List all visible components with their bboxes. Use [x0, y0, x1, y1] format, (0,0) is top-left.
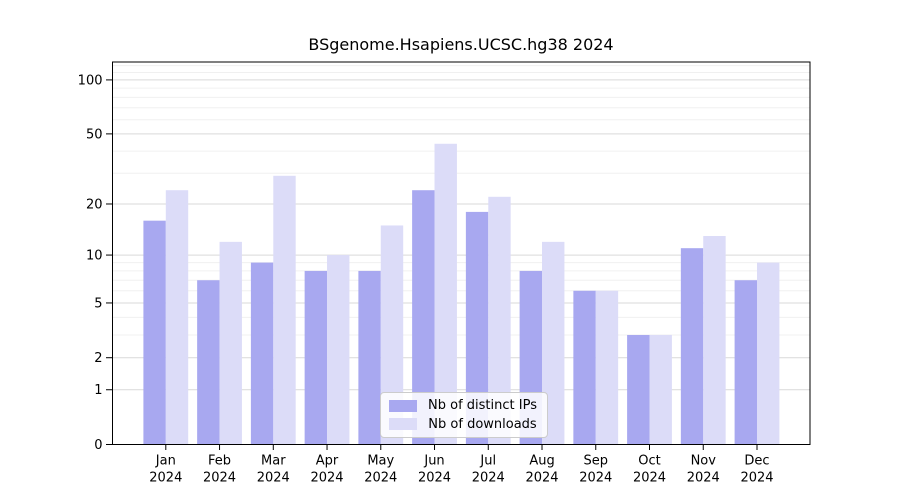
svg-text:2024: 2024: [525, 471, 558, 486]
svg-text:Apr: Apr: [316, 454, 339, 469]
svg-text:2024: 2024: [633, 471, 666, 486]
svg-text:10: 10: [86, 249, 103, 264]
svg-text:Oct: Oct: [638, 454, 660, 469]
svg-text:2024: 2024: [579, 471, 612, 486]
svg-text:2024: 2024: [740, 471, 773, 486]
svg-text:Aug: Aug: [529, 454, 554, 469]
legend-swatch-distinct-ips: [389, 399, 417, 412]
svg-text:Dec: Dec: [744, 454, 769, 469]
svg-text:Mar: Mar: [261, 454, 286, 469]
svg-text:50: 50: [86, 127, 103, 142]
svg-text:2024: 2024: [472, 471, 505, 486]
svg-text:20: 20: [86, 197, 103, 212]
svg-text:Jan: Jan: [155, 454, 176, 469]
legend-label-downloads: Nb of downloads: [428, 416, 537, 432]
svg-text:Jun: Jun: [423, 454, 444, 469]
legend-swatch-downloads: [389, 418, 417, 431]
legend-item-downloads: Nb of downloads: [389, 417, 539, 432]
svg-text:5: 5: [94, 296, 102, 311]
svg-text:Jul: Jul: [479, 454, 496, 469]
legend-label-distinct-ips: Nb of distinct IPs: [428, 398, 537, 414]
svg-text:2024: 2024: [687, 471, 720, 486]
svg-text:Feb: Feb: [208, 454, 231, 469]
chart-title: BSgenome.Hsapiens.UCSC.hg38 2024: [308, 35, 614, 54]
svg-text:2024: 2024: [257, 471, 290, 486]
chart-legend: Nb of distinct IPs Nb of downloads: [380, 392, 548, 438]
svg-text:100: 100: [78, 73, 103, 88]
svg-text:Sep: Sep: [584, 454, 609, 469]
svg-text:May: May: [367, 454, 394, 469]
svg-text:1: 1: [94, 383, 102, 398]
svg-text:2024: 2024: [418, 471, 451, 486]
svg-text:0: 0: [94, 438, 102, 453]
svg-text:2: 2: [94, 351, 102, 366]
legend-item-distinct-ips: Nb of distinct IPs: [389, 398, 539, 413]
svg-text:2024: 2024: [364, 471, 397, 486]
svg-text:Nov: Nov: [691, 454, 717, 469]
svg-text:2024: 2024: [310, 471, 343, 486]
svg-text:2024: 2024: [149, 471, 182, 486]
svg-text:2024: 2024: [203, 471, 236, 486]
